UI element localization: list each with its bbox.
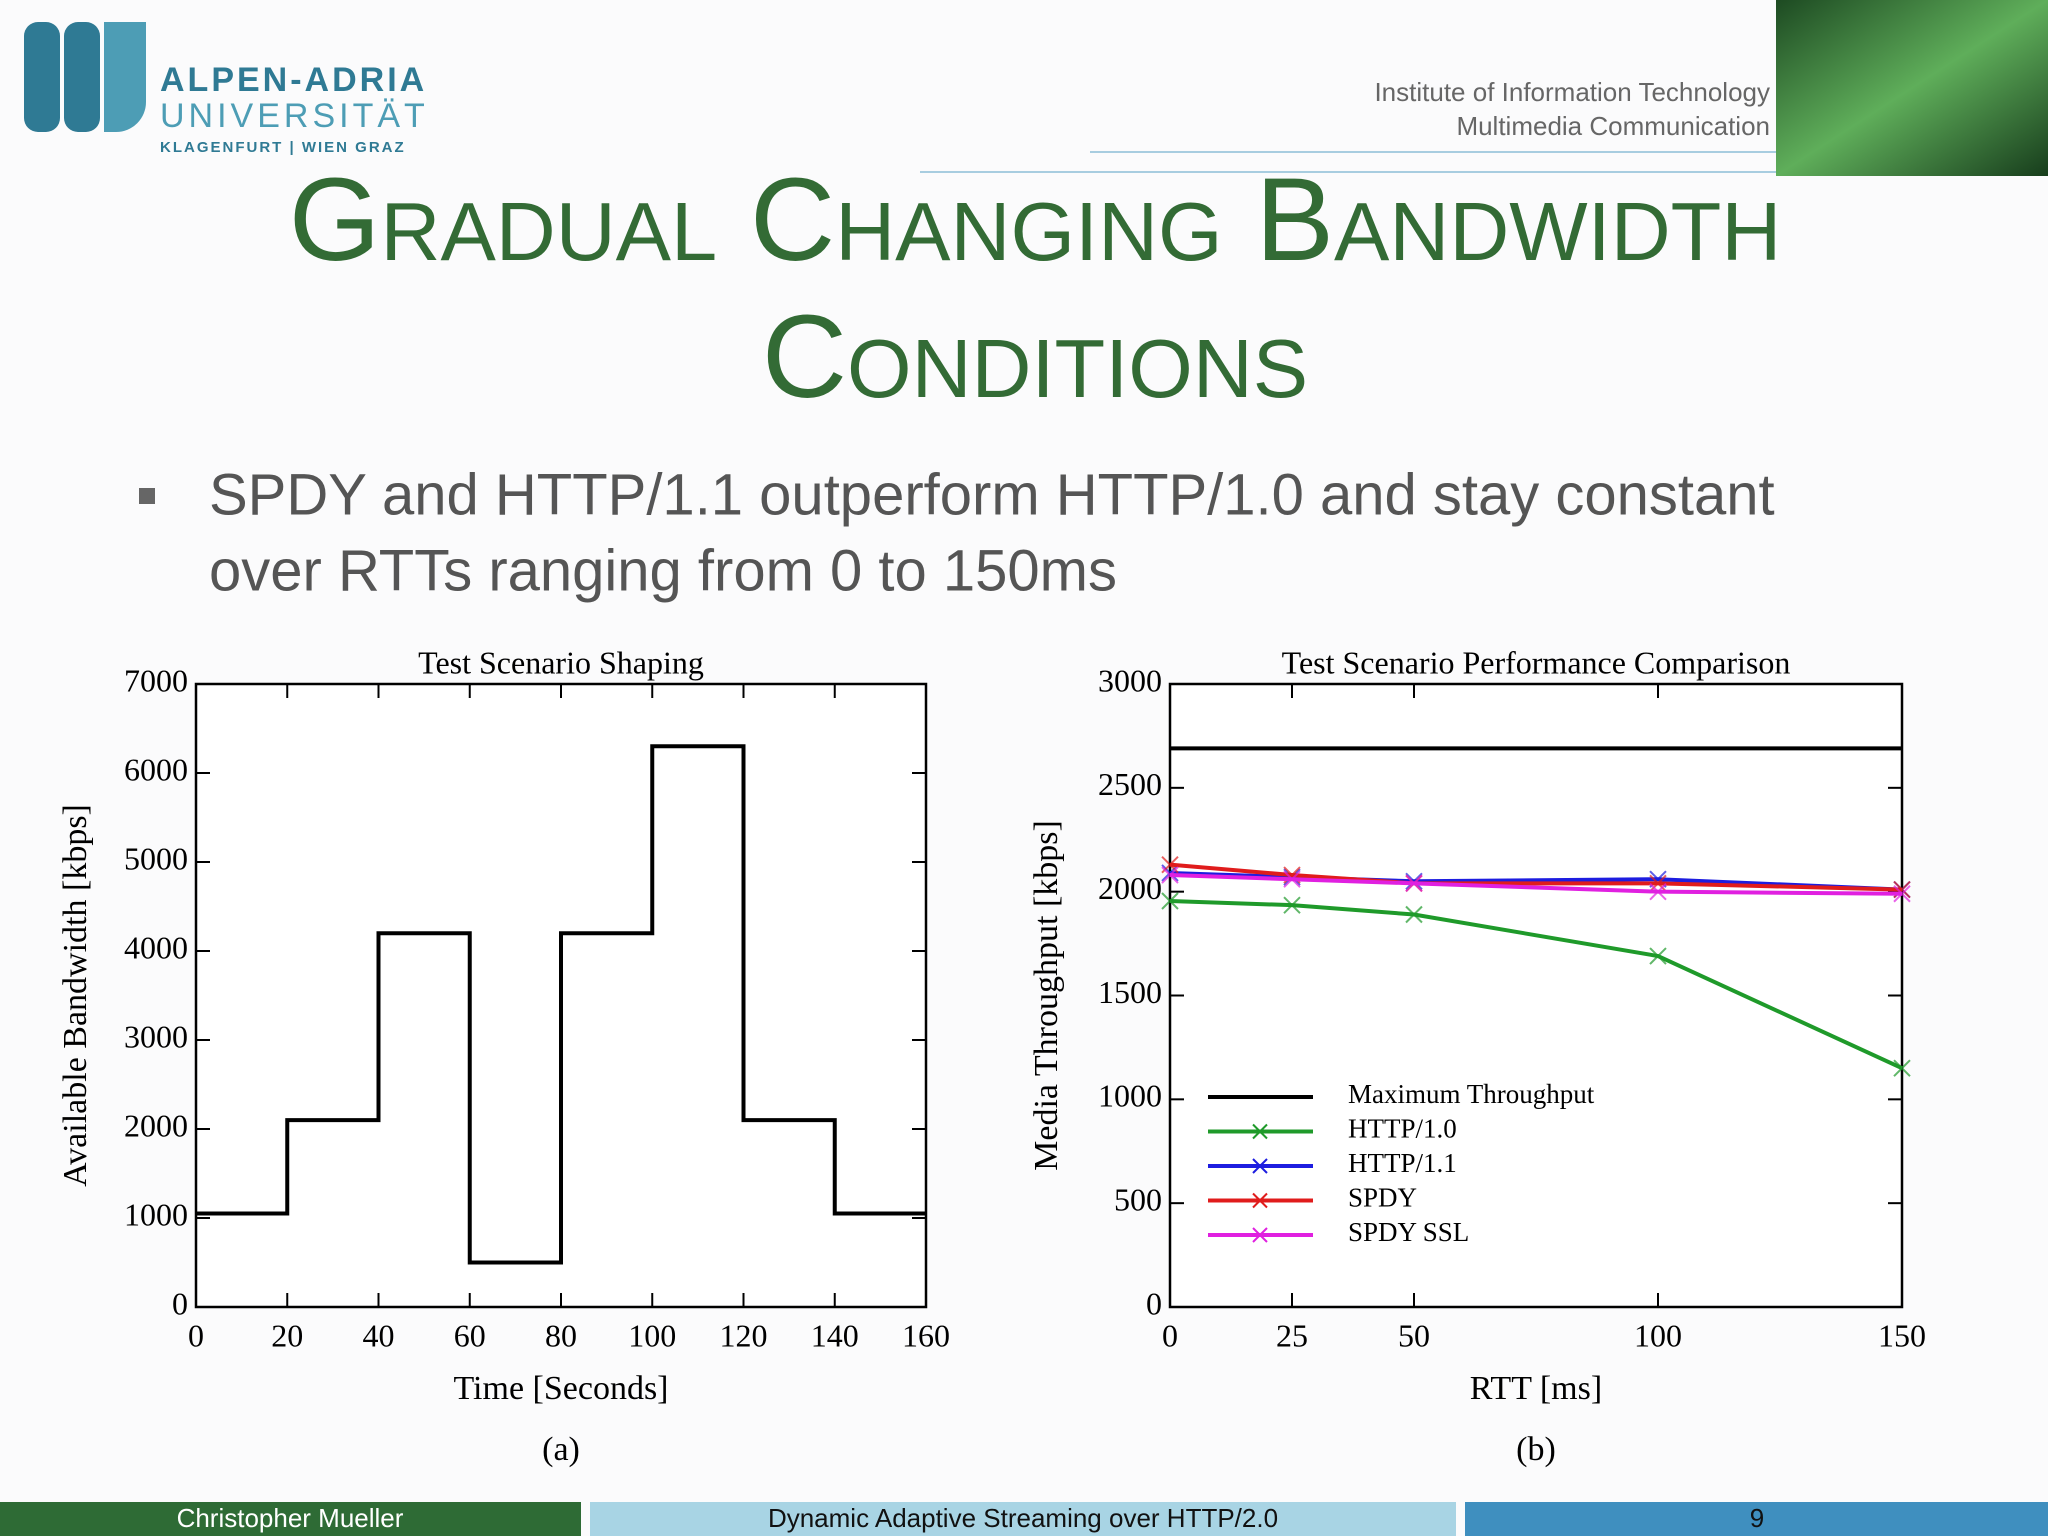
caption: (a) [542,1431,580,1468]
x-tick-label: 140 [811,1317,859,1353]
charts: Test Scenario Shaping Time [Seconds] Avail… [57,644,1926,1467]
y-tick-label: 6000 [124,751,188,787]
x-tick-label: 20 [271,1317,303,1353]
marker [1283,896,1301,914]
legend-label: HTTP/1.0 [1348,1114,1457,1144]
marker [1649,874,1667,893]
x-axis-label: RTT [ms] [1470,1370,1602,1407]
legend-marker [1252,1227,1268,1243]
logo-text: ALPEN-ADRIA [160,61,427,99]
x-tick-label: 100 [628,1317,676,1353]
x-tick-label: 160 [902,1317,950,1353]
data-line [196,744,926,1265]
slide-title: Gradual Changing Bandwidth [289,154,1782,286]
legend-marker [1252,1192,1268,1209]
y-axis-label: Available Bandwidth [kbps] [57,804,94,1187]
y-tick-label: 4000 [124,929,188,965]
y-tick-label: 3000 [1098,662,1162,698]
y-tick-label: 3000 [124,1018,188,1054]
x-tick-label: 25 [1276,1317,1308,1353]
y-tick-label: 1000 [124,1196,188,1232]
marker [1893,1059,1911,1077]
x-tick-label: 80 [545,1317,577,1353]
marker [1283,870,1301,888]
caption: (b) [1516,1431,1556,1468]
marker [1161,866,1179,884]
logo-block [104,22,146,132]
legend-marker [1252,1123,1268,1140]
x-tick-label: 0 [1162,1317,1178,1353]
y-tick-label: 7000 [124,662,188,698]
marker [1893,885,1911,903]
footer-bar [590,1502,1456,1536]
logo-text: UNIVERSITÄT [160,97,429,135]
x-tick-label: 40 [363,1317,395,1353]
marker [1405,905,1423,924]
y-tick-label: 500 [1114,1182,1162,1218]
x-tick-label: 0 [188,1317,204,1353]
logo: ALPEN-ADRIA UNIVERSITÄT KLAGENFURT | WIE… [24,22,429,156]
y-tick-label: 2500 [1098,766,1162,802]
x-tick-label: 150 [1878,1317,1926,1353]
x-tick-label: 50 [1398,1317,1430,1353]
footer-talk: Dynamic Adaptive Streaming over HTTP/2.0 [768,1503,1278,1533]
footer-author: Christopher Mueller [177,1503,404,1533]
slide-title: Conditions [762,291,1308,423]
y-tick-label: 5000 [124,840,188,876]
marker [1161,892,1179,910]
x-tick-label: 120 [720,1317,768,1353]
bullet-text: SPDY and HTTP/1.1 outperform HTTP/1.0 an… [209,462,1775,527]
y-tick-label: 0 [172,1285,188,1321]
legend-label: Maximum Throughput [1348,1079,1595,1109]
chart-title: Test Scenario Performance Comparison [1282,644,1791,680]
y-tick-label: 1500 [1098,974,1162,1010]
legend-marker [1252,1158,1268,1174]
legend-label: HTTP/1.1 [1348,1148,1457,1178]
y-tick-label: 1000 [1098,1078,1162,1114]
y-tick-label: 2000 [124,1107,188,1143]
y-tick-label: 2000 [1098,870,1162,906]
logo-block [64,22,100,132]
logo-text: KLAGENFURT | WIEN GRAZ [160,139,406,156]
logo-block [24,22,60,132]
footer-page: 9 [1750,1503,1764,1533]
bullet-marker [139,488,155,504]
x-tick-label: 100 [1634,1317,1682,1353]
legend-label: SPDY SSL [1348,1217,1469,1247]
x-tick-label: 60 [454,1317,486,1353]
marker [1283,868,1301,886]
y-axis-label: Media Throughput [kbps] [1028,820,1065,1171]
legend-label: SPDY [1348,1183,1417,1213]
chart-title: Test Scenario Shaping [418,644,704,680]
marker [1405,874,1423,893]
x-axis-label: Time [Seconds] [453,1370,668,1407]
institute-text: Institute of Information Technology [1374,77,1770,107]
bullet-text: over RTTs ranging from 0 to 150ms [209,538,1117,603]
marker [1405,872,1423,890]
header-image [1776,0,2048,176]
footer-bar [1465,1502,2048,1536]
institute-text: Multimedia Communication [1456,111,1770,141]
marker [1649,947,1667,965]
footer-bar [0,1502,581,1536]
plot-area [1168,682,1904,1309]
marker [1161,864,1179,882]
marker [1649,882,1667,901]
y-tick-label: 0 [1146,1285,1162,1321]
